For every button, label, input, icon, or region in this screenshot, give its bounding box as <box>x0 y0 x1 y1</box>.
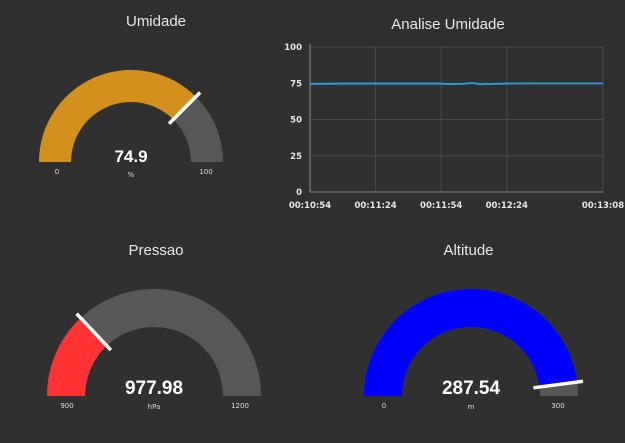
gauge-max-label: 300 <box>551 402 564 410</box>
gauge-title: Altitude <box>443 242 494 259</box>
gauge-min-label: 0 <box>55 168 59 176</box>
gauge-umidade: 74.9 % 0 100 <box>39 69 223 179</box>
gauge-panel-umidade: Umidade 74.9 % 0 100 <box>0 0 312 220</box>
line-chart: 0 25 50 75 100 00:10:54 00:11:24 00:11:54 00:12:… <box>284 43 624 211</box>
x-tick-label: 00:12:24 <box>486 201 528 211</box>
gauge-pressao: 977.98 hPa 900 1200 <box>47 289 261 411</box>
y-tick-label: 0 <box>296 188 302 198</box>
gauge-unit: m <box>468 403 475 411</box>
y-tick-label: 75 <box>290 79 302 89</box>
gauge-needle <box>533 379 584 390</box>
gauge-max-label: 1200 <box>231 402 249 410</box>
chart-title: Analise Umidade <box>391 16 505 33</box>
gauge-altitude: 287.54 m 0 300 <box>364 288 584 411</box>
gauge-value: 977.98 <box>125 378 183 399</box>
gauge-fill <box>39 69 196 162</box>
gauge-needle <box>75 312 113 352</box>
gauge-value: 74.9 <box>114 147 147 166</box>
x-tick-label: 00:11:54 <box>420 201 462 211</box>
gauge-unit: hPa <box>148 403 161 411</box>
gauge-panel-pressao: Pressao 977.98 hPa 900 1200 <box>0 222 312 443</box>
gauge-fill <box>364 288 578 396</box>
gauge-panel-altitude: Altitude 287.54 m 0 300 <box>312 222 625 443</box>
y-tick-label: 25 <box>290 152 302 162</box>
gauge-needle <box>167 91 202 125</box>
chart-panel: Analise Umidade 0 25 50 75 100 00:10:54 00:11:… <box>270 0 625 220</box>
gauge-min-label: 0 <box>382 402 386 410</box>
y-tick-label: 100 <box>284 43 302 53</box>
gauge-track <box>47 289 261 396</box>
x-tick-label: 00:11:24 <box>354 201 396 211</box>
x-tick-label: 00:10:54 <box>289 201 331 211</box>
gauge-unit: % <box>128 171 135 179</box>
gauge-min-label: 900 <box>60 402 73 410</box>
gauge-value: 287.54 <box>442 378 501 399</box>
series-line <box>310 82 603 86</box>
x-tick-label: 00:13:08 <box>582 201 624 211</box>
gauge-fill <box>47 318 107 396</box>
gauge-max-label: 100 <box>199 168 212 176</box>
y-tick-label: 50 <box>290 116 302 126</box>
gauge-title: Pressao <box>128 242 184 259</box>
gauge-title: Umidade <box>125 13 187 30</box>
